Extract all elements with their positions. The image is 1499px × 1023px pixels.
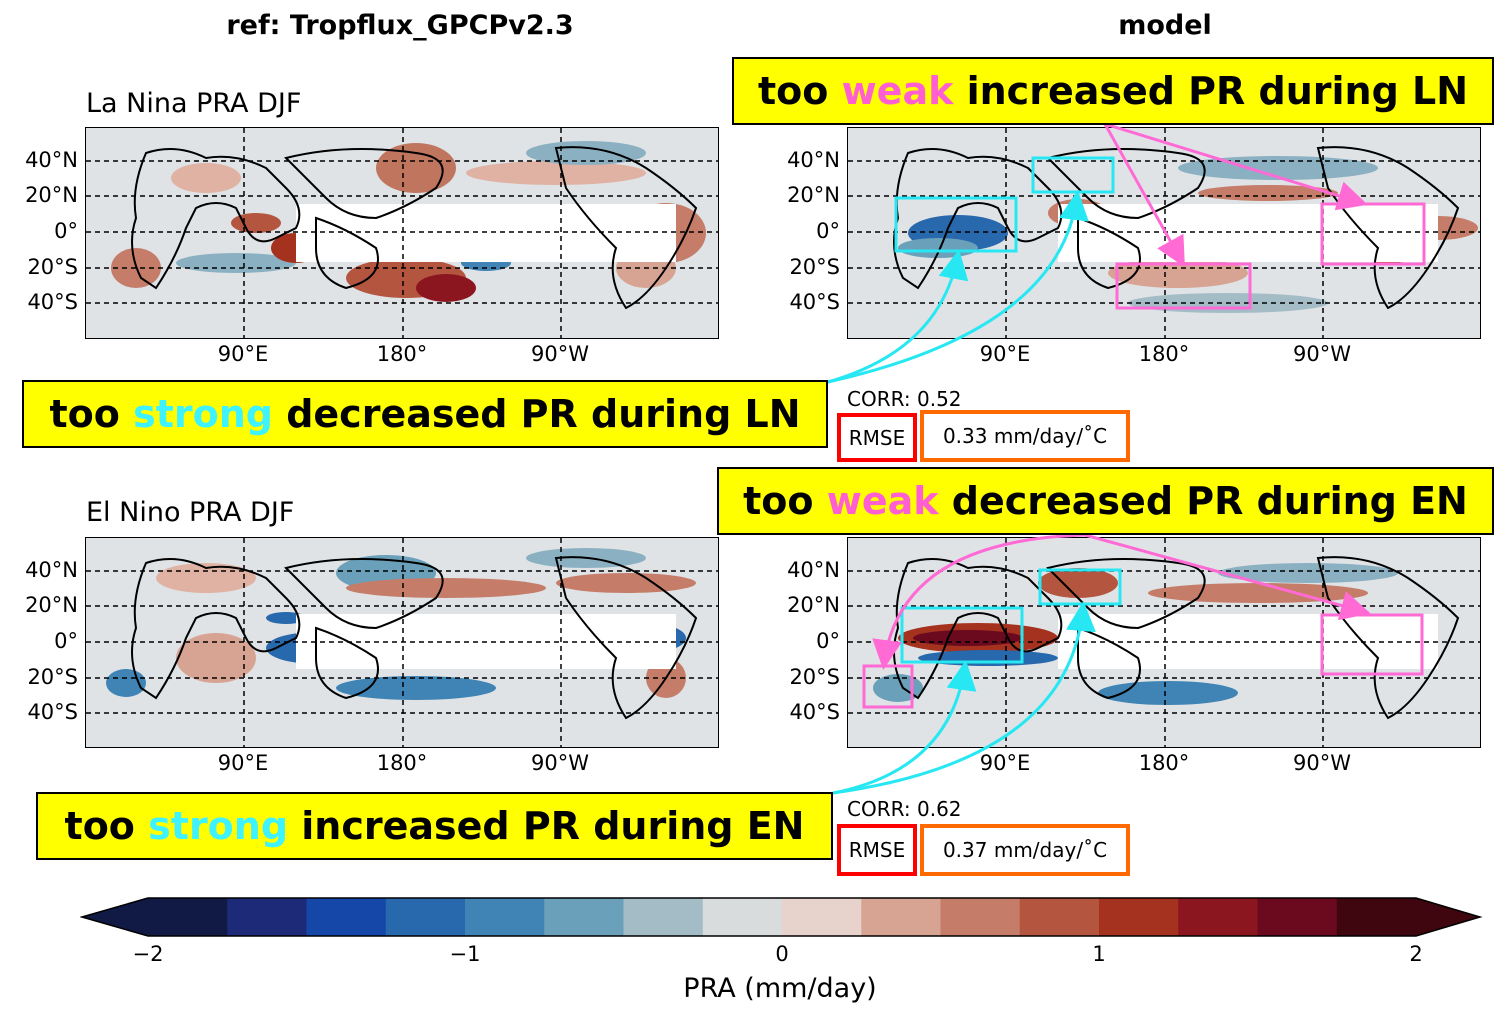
callout-text: decreased PR during EN bbox=[951, 479, 1468, 523]
lat-label: 40°S bbox=[789, 290, 840, 314]
lat-label: 20°N bbox=[25, 183, 78, 207]
lat-label: 40°S bbox=[789, 700, 840, 724]
colorbar-tick-label: 1 bbox=[1092, 942, 1106, 966]
colorbar-segment bbox=[702, 898, 783, 936]
colorbar-segment bbox=[1099, 898, 1179, 936]
lat-label: 20°N bbox=[25, 593, 78, 617]
lon-label: 90°E bbox=[217, 751, 269, 775]
callout-text: increased PR during LN bbox=[966, 69, 1469, 113]
corr-la-nina: CORR: 0.52 bbox=[847, 387, 962, 411]
lat-label: 0° bbox=[54, 629, 78, 653]
lat-label: 40°N bbox=[787, 148, 840, 172]
map-ref-el-nino bbox=[85, 537, 719, 748]
map-ref-la-nina bbox=[85, 127, 719, 339]
lon-label: 90°W bbox=[531, 751, 589, 775]
colorbar-segment bbox=[306, 898, 387, 936]
map-model-el-nino bbox=[847, 537, 1481, 748]
lon-label: 90°E bbox=[217, 342, 269, 366]
colorbar-segment bbox=[465, 898, 545, 936]
rmse-label-la-nina: RMSE bbox=[837, 413, 917, 462]
callout-highlight: strong bbox=[148, 804, 289, 848]
corr-el-nino: CORR: 0.62 bbox=[847, 797, 962, 821]
colorbar-label: PRA (mm/day) bbox=[683, 973, 877, 1004]
ref-column-title: ref: Tropflux_GPCPv2.3 bbox=[226, 10, 574, 41]
colorbar-segment bbox=[1178, 898, 1258, 936]
callout-ln-weak: too weak increased PR during LN bbox=[732, 57, 1494, 125]
colorbar-tick-label: 0 bbox=[775, 942, 789, 966]
la-nina-panel-title: La Nina PRA DJF bbox=[86, 88, 302, 119]
colorbar-segment bbox=[385, 898, 466, 936]
colorbar-tick-label: −2 bbox=[132, 942, 164, 966]
lat-label: 20°N bbox=[787, 183, 840, 207]
colorbar-tick-label: 2 bbox=[1409, 942, 1423, 966]
callout-highlight: weak bbox=[841, 69, 954, 113]
colorbar-segment bbox=[227, 898, 307, 936]
colorbar-segment bbox=[940, 898, 1021, 936]
colorbar-segment bbox=[1019, 898, 1100, 936]
colorbar-segment bbox=[782, 898, 862, 936]
rmse-value-el-nino: 0.37 mm/day/˚C bbox=[920, 824, 1130, 876]
callout-text: too bbox=[49, 392, 120, 436]
lon-label: 90°E bbox=[979, 751, 1031, 775]
lat-label: 40°N bbox=[25, 558, 78, 582]
callout-en-weak: too weak decreased PR during EN bbox=[717, 467, 1494, 535]
callout-text: too bbox=[743, 479, 814, 523]
lat-label: 40°N bbox=[787, 558, 840, 582]
lon-label: 180° bbox=[376, 342, 428, 366]
colorbar-segment bbox=[544, 898, 624, 936]
lat-label: 20°S bbox=[789, 665, 840, 689]
lat-label: 0° bbox=[816, 219, 840, 243]
lon-label: 180° bbox=[1138, 342, 1190, 366]
lat-label: 40°S bbox=[27, 290, 78, 314]
lat-label: 20°N bbox=[787, 593, 840, 617]
lat-label: 0° bbox=[816, 629, 840, 653]
lat-label: 0° bbox=[54, 219, 78, 243]
lon-label: 180° bbox=[376, 751, 428, 775]
callout-ln-strong: too strong decreased PR during LN bbox=[22, 380, 828, 448]
colorbar-tick-label: −1 bbox=[449, 942, 481, 966]
lat-label: 40°S bbox=[27, 700, 78, 724]
callout-en-strong: too strong increased PR during EN bbox=[36, 792, 833, 860]
lat-label: 20°S bbox=[27, 255, 78, 279]
colorbar-outline bbox=[80, 897, 1483, 937]
callout-text: decreased PR during LN bbox=[286, 392, 801, 436]
lon-label: 180° bbox=[1138, 751, 1190, 775]
lat-label: 20°S bbox=[27, 665, 78, 689]
callout-highlight: weak bbox=[826, 479, 939, 523]
lat-label: 40°N bbox=[25, 148, 78, 172]
colorbar-segment bbox=[1257, 898, 1338, 936]
rmse-label-el-nino: RMSE bbox=[837, 824, 917, 876]
colorbar-extend-min bbox=[82, 898, 148, 936]
colorbar bbox=[80, 897, 1483, 937]
callout-text: increased PR during EN bbox=[301, 804, 805, 848]
callout-text: too bbox=[757, 69, 829, 113]
colorbar-segment bbox=[148, 898, 228, 936]
colorbar-segment bbox=[861, 898, 941, 936]
callout-highlight: strong bbox=[133, 392, 273, 436]
callout-text: too bbox=[64, 804, 135, 848]
map-model-la-nina bbox=[847, 127, 1481, 339]
el-nino-panel-title: El Nino PRA DJF bbox=[86, 497, 295, 528]
colorbar-extend-max bbox=[1416, 898, 1480, 936]
colorbar-segment bbox=[1336, 898, 1417, 936]
model-column-title: model bbox=[1118, 10, 1212, 41]
lon-label: 90°E bbox=[979, 342, 1031, 366]
lon-label: 90°W bbox=[1293, 342, 1351, 366]
lat-label: 20°S bbox=[789, 255, 840, 279]
lon-label: 90°W bbox=[531, 342, 589, 366]
lon-label: 90°W bbox=[1293, 751, 1351, 775]
colorbar-segment bbox=[623, 898, 704, 936]
rmse-value-la-nina: 0.33 mm/day/˚C bbox=[920, 410, 1130, 462]
